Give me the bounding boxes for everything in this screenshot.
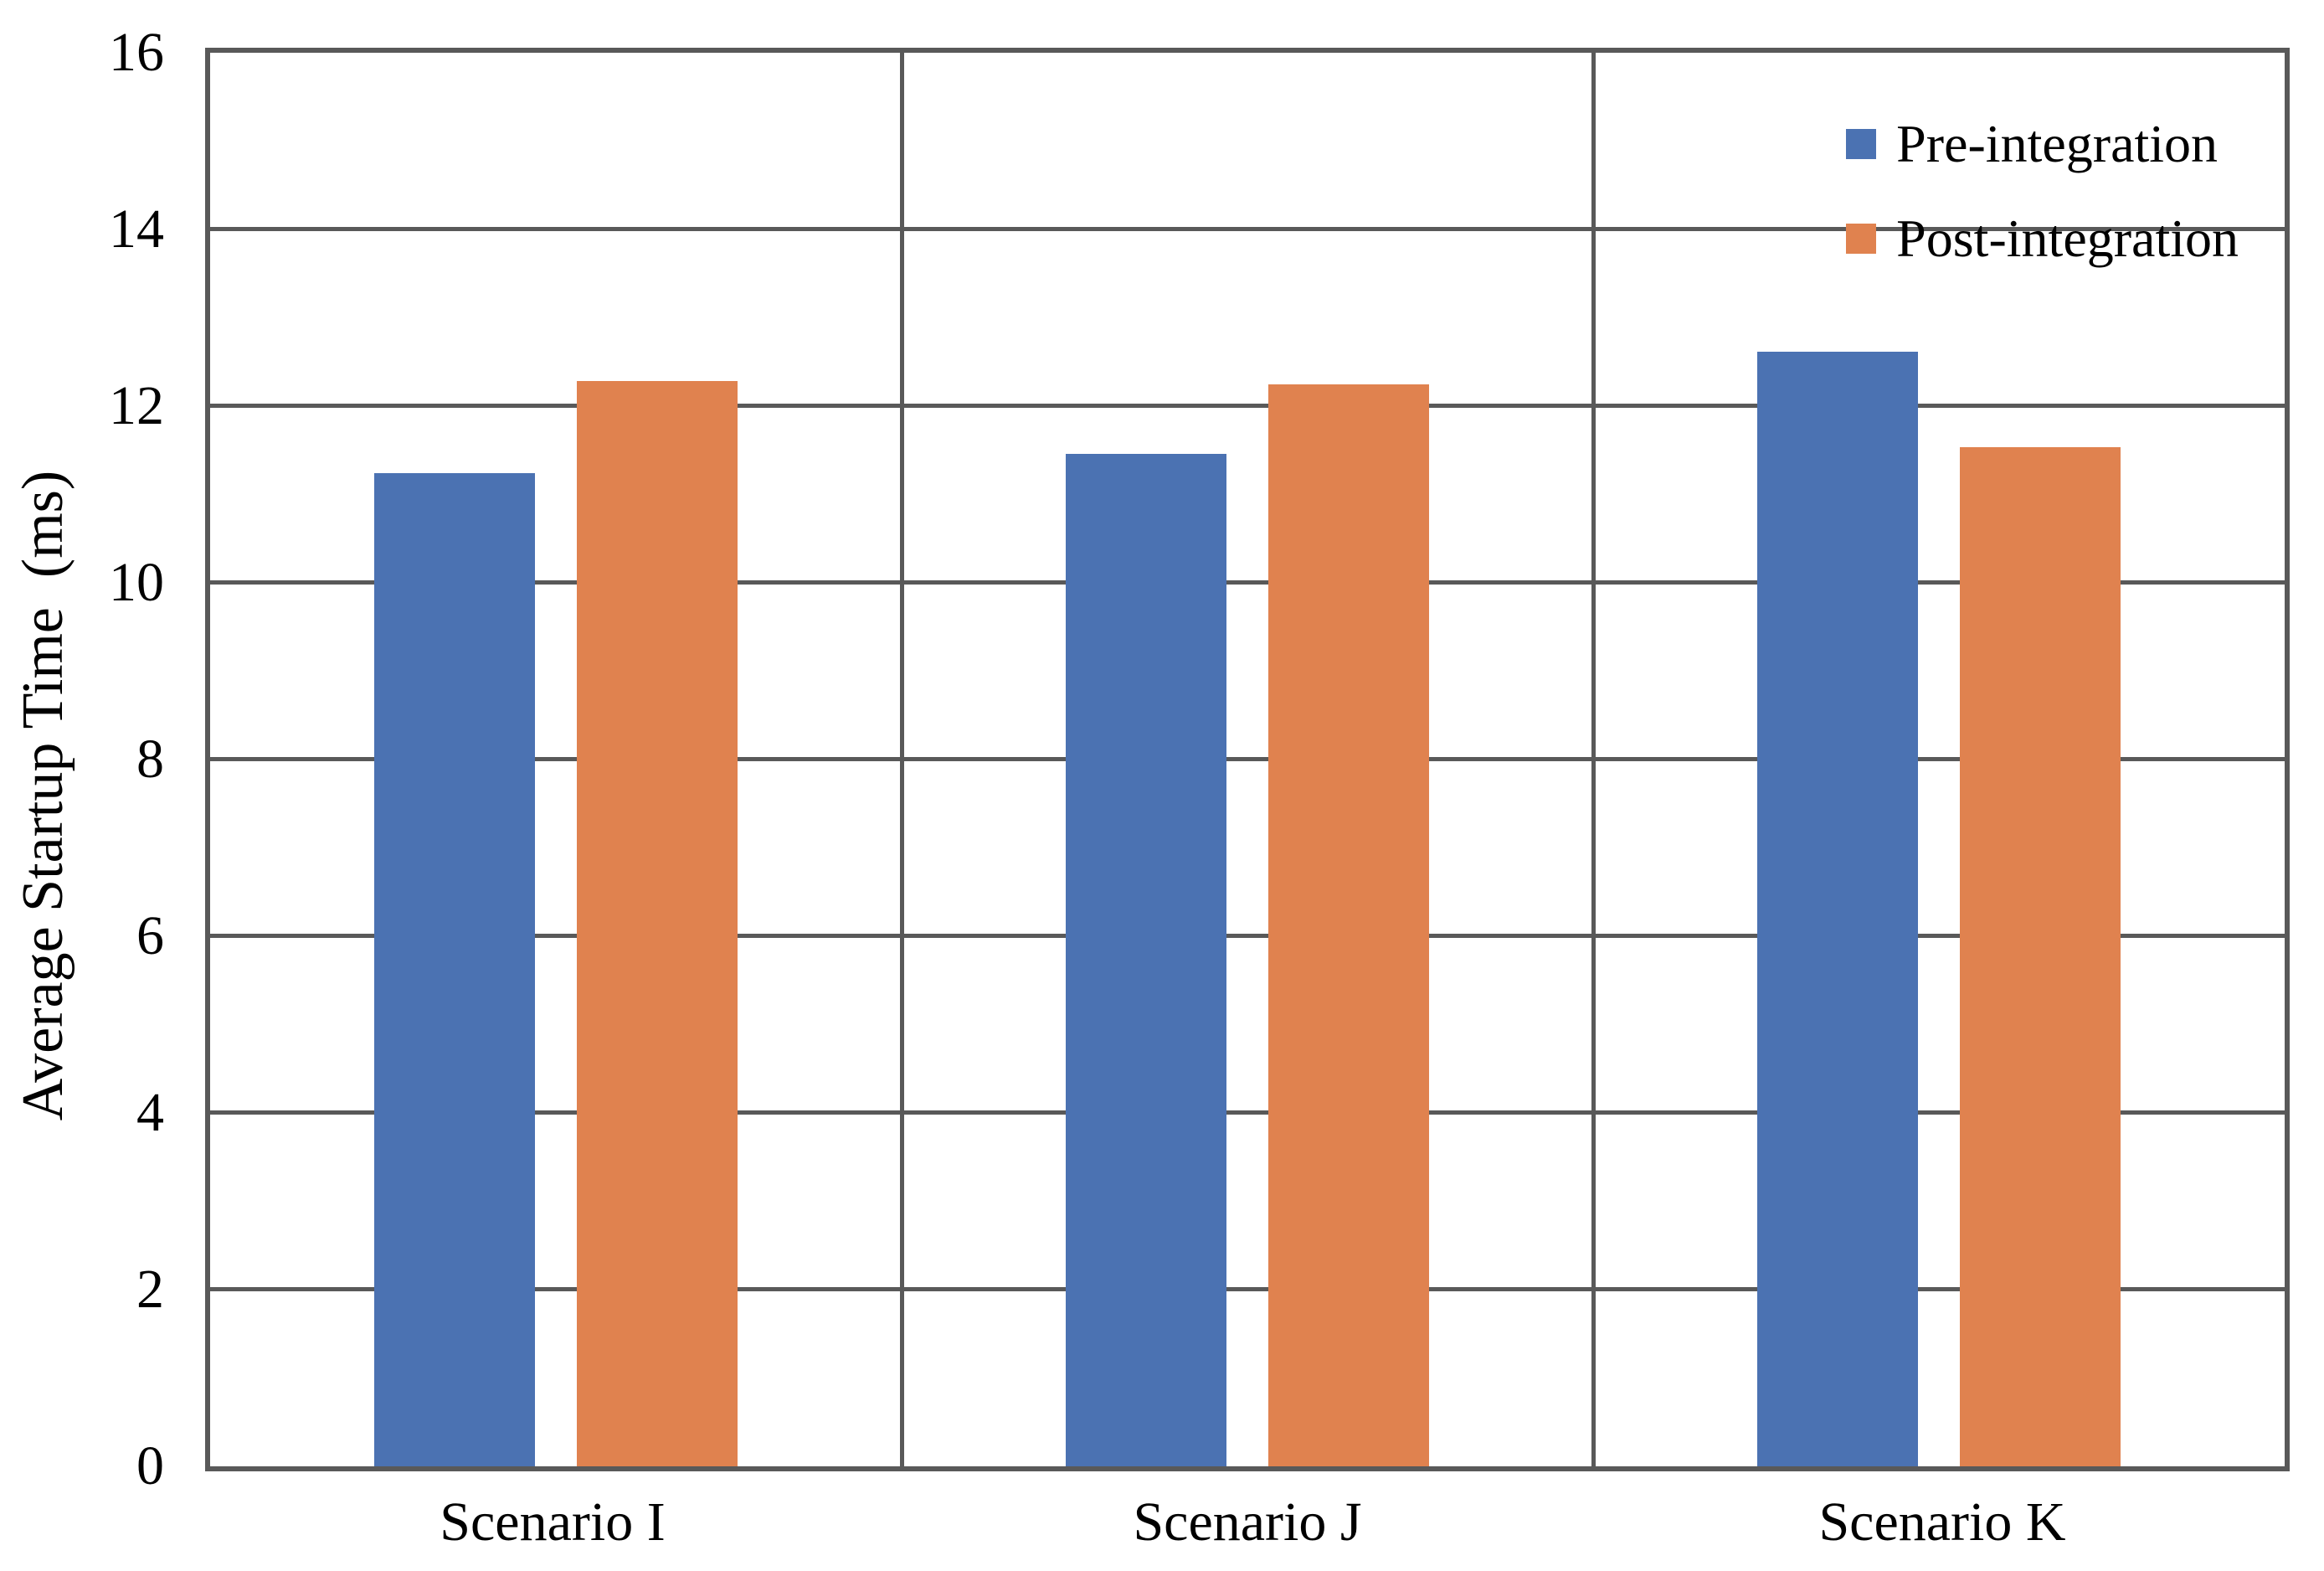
gridline-x-separator-1 xyxy=(900,53,904,1466)
y-tick-label-0: 0 xyxy=(136,1435,164,1496)
y-tick-label-10: 10 xyxy=(109,552,164,613)
legend-label-post-integration: Post-integration xyxy=(1896,209,2239,269)
gridline-y-12 xyxy=(210,404,2285,408)
bar-post-integration-scenario-j xyxy=(1268,384,1429,1466)
legend-label-pre-integration: Pre-integration xyxy=(1896,114,2219,173)
plot-area: Pre-integration Post-integration xyxy=(205,48,2290,1471)
bar-post-integration-scenario-i xyxy=(577,381,738,1466)
y-tick-label-12: 12 xyxy=(109,375,164,436)
gridline-y-6 xyxy=(210,934,2285,938)
gridline-y-8 xyxy=(210,757,2285,761)
x-axis-labels: Scenario I Scenario J Scenario K xyxy=(205,1491,2290,1553)
bar-group-scenario-k xyxy=(1593,53,2285,1466)
legend-item-pre-integration: Pre-integration xyxy=(1846,116,2239,172)
x-label-scenario-j: Scenario J xyxy=(1133,1491,1362,1553)
gridline-y-4 xyxy=(210,1110,2285,1115)
y-tick-label-2: 2 xyxy=(136,1259,164,1320)
legend: Pre-integration Post-integration xyxy=(1846,116,2239,266)
y-tick-label-8: 8 xyxy=(136,729,164,790)
bar-post-integration-scenario-k xyxy=(1960,446,2121,1466)
y-tick-label-16: 16 xyxy=(109,22,164,83)
y-tick-label-6: 6 xyxy=(136,905,164,966)
bar-pre-integration-scenario-i xyxy=(374,473,535,1466)
y-tick-label-4: 4 xyxy=(136,1082,164,1143)
legend-swatch-post-integration-icon xyxy=(1846,223,1877,254)
legend-item-post-integration: Post-integration xyxy=(1846,210,2239,266)
gridline-x-separator-2 xyxy=(1591,53,1596,1466)
bar-group-scenario-j xyxy=(902,53,1593,1466)
gridline-y-2 xyxy=(210,1287,2285,1291)
legend-swatch-pre-integration-icon xyxy=(1846,128,1877,159)
gridline-y-10 xyxy=(210,580,2285,585)
x-label-scenario-k: Scenario K xyxy=(1818,1491,2066,1553)
bar-pre-integration-scenario-j xyxy=(1066,453,1226,1466)
bar-groups xyxy=(210,53,2285,1466)
bar-pre-integration-scenario-k xyxy=(1757,351,1918,1466)
y-axis-ticks: 0 2 4 6 8 10 12 14 16 xyxy=(0,25,164,1494)
gridline-y-14 xyxy=(210,227,2285,231)
bar-group-scenario-i xyxy=(210,53,902,1466)
y-tick-label-14: 14 xyxy=(109,198,164,260)
x-label-scenario-i: Scenario I xyxy=(440,1491,666,1553)
